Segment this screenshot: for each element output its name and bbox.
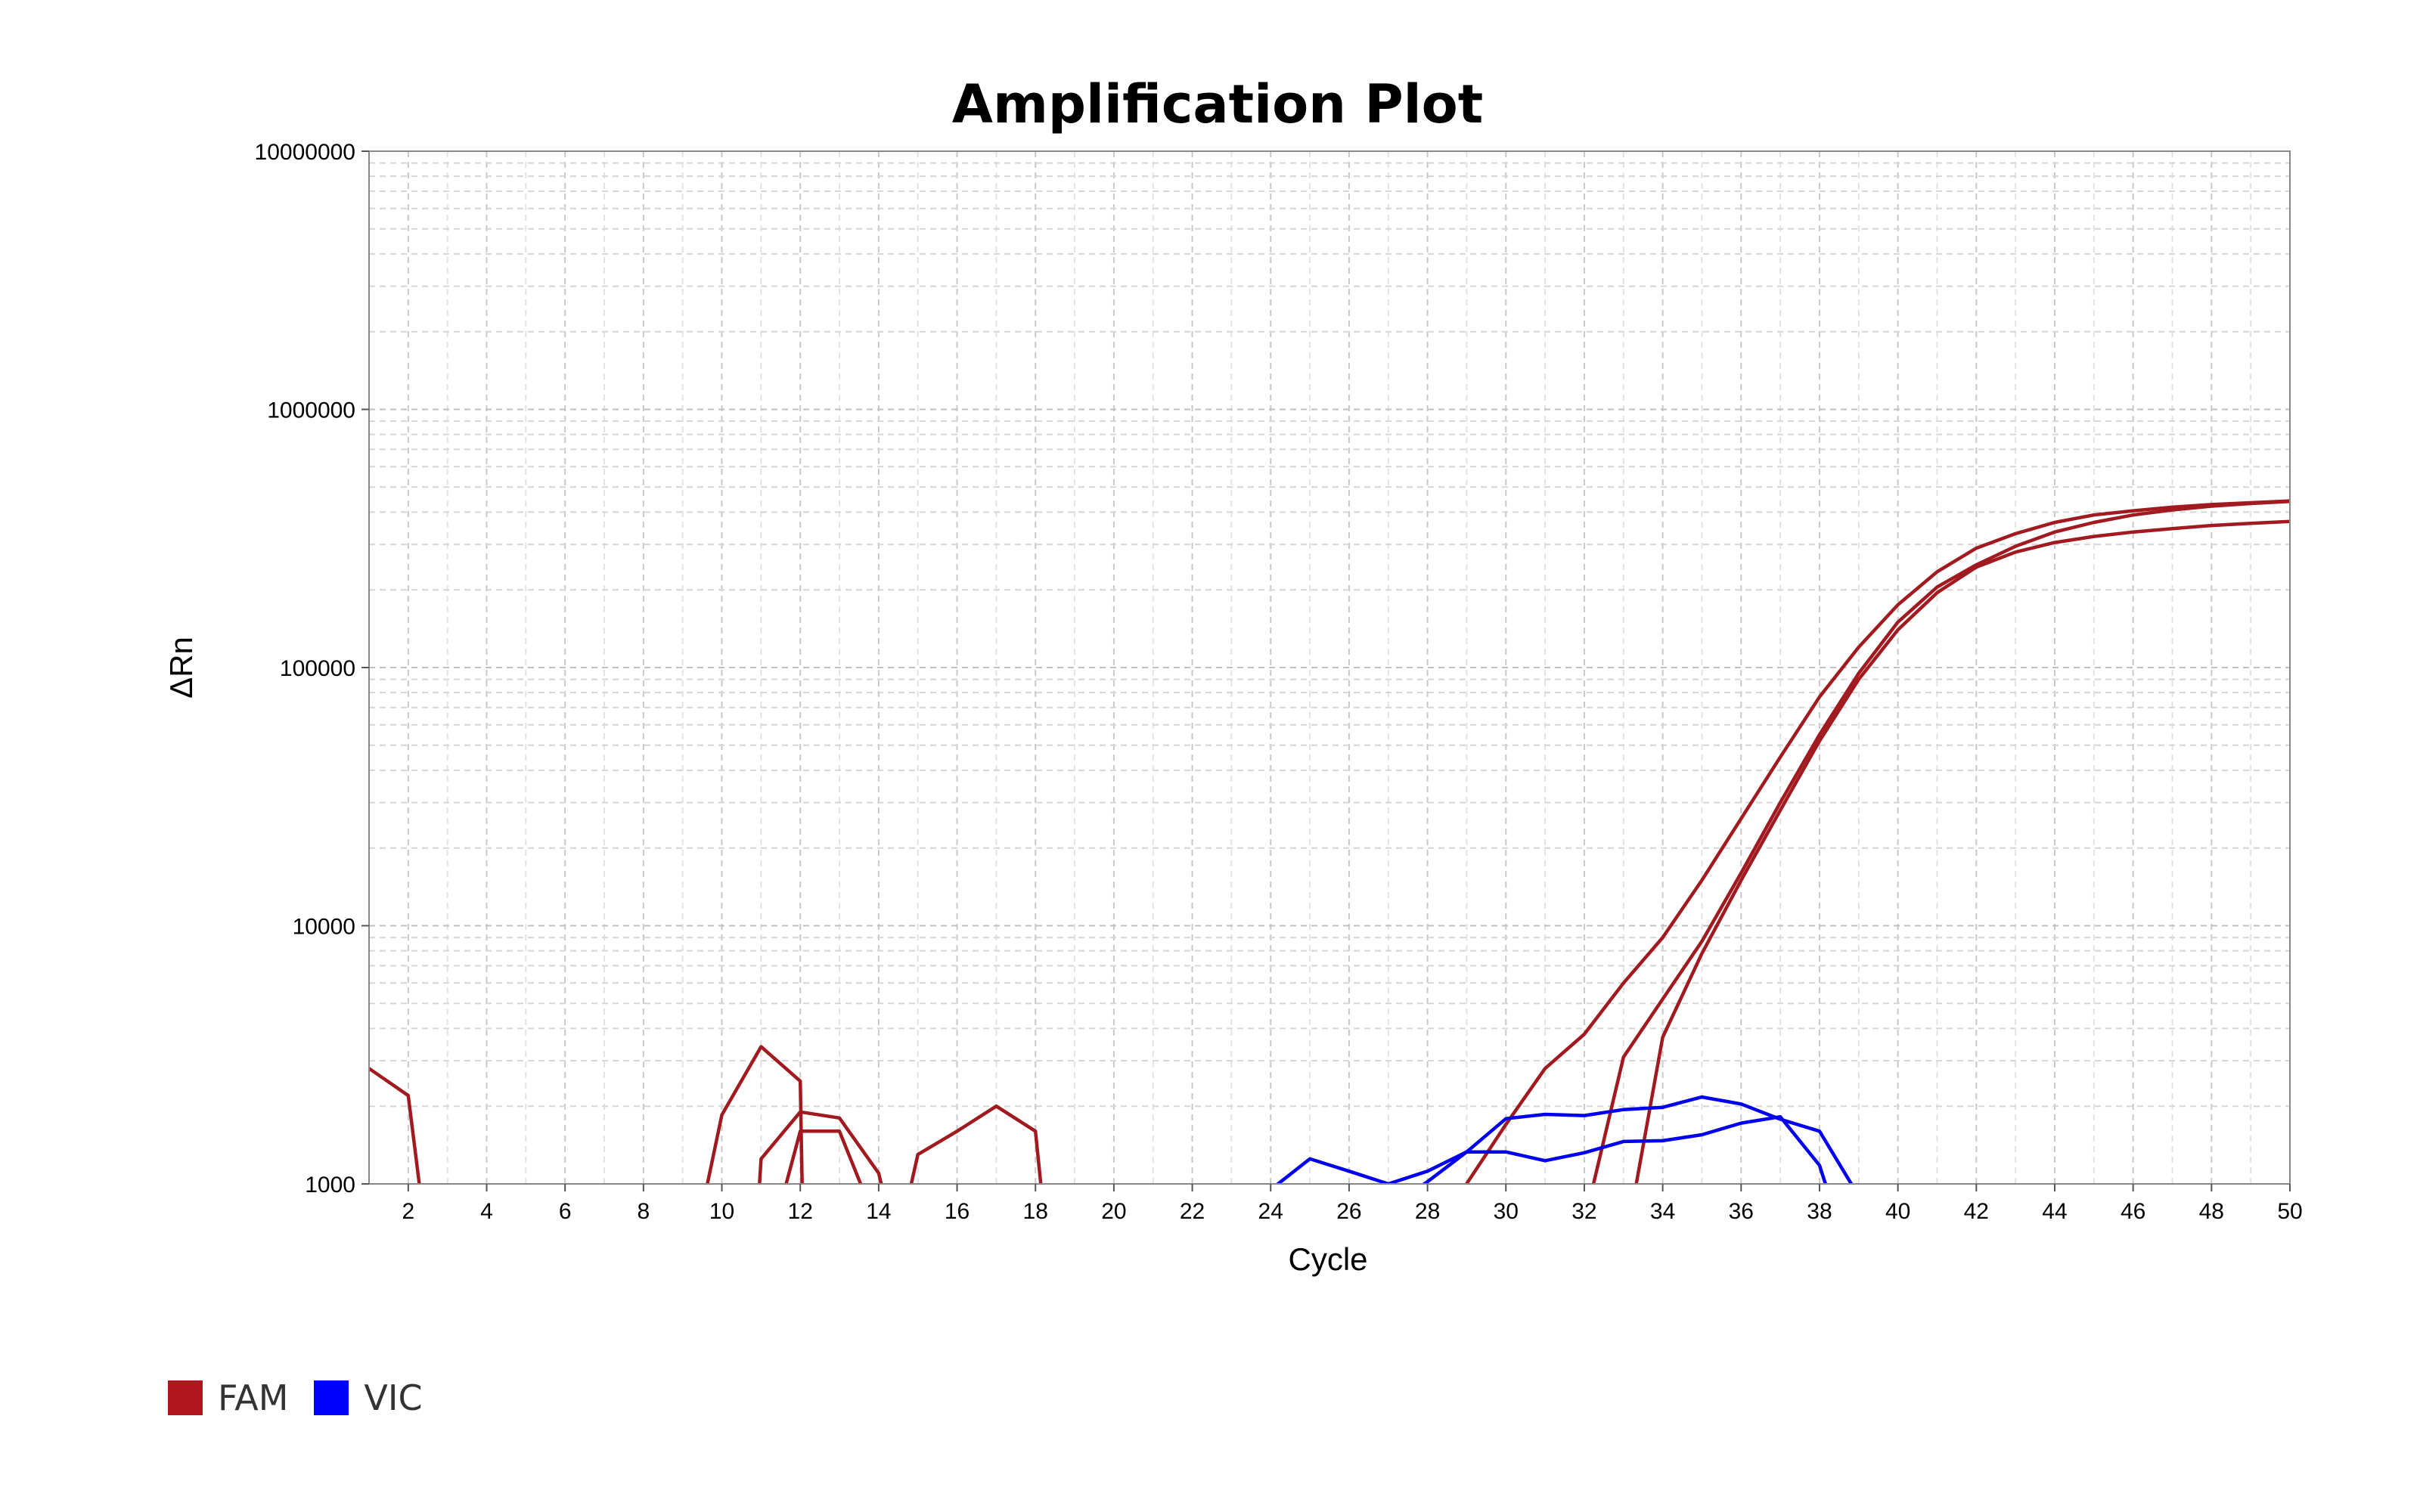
series-layer	[369, 499, 2290, 1184]
y-tick-label: 10000000	[255, 140, 355, 165]
vic-swatch	[314, 1380, 349, 1415]
y-axis-label: ΔRn	[163, 637, 199, 699]
y-tick-label: 100000	[280, 656, 355, 681]
series-line-fam	[784, 519, 2290, 1184]
x-tick-label: 40	[1885, 1199, 1910, 1224]
chart-title: Amplification Plot	[952, 73, 1483, 135]
y-tick-label: 10000	[293, 915, 355, 940]
x-tick-label: 4	[480, 1199, 493, 1224]
y-tick-label: 1000	[305, 1173, 355, 1198]
x-tick-label: 50	[2277, 1199, 2302, 1224]
x-tick-label: 16	[945, 1199, 970, 1224]
grid	[368, 150, 2291, 1185]
x-tick-label: 38	[1807, 1199, 1832, 1224]
x-tick-label: 30	[1494, 1199, 1519, 1224]
x-tick-label: 22	[1180, 1199, 1205, 1224]
x-tick-label: 42	[1964, 1199, 1989, 1224]
series-line-fam	[758, 500, 2290, 1184]
y-tick-label: 1000000	[267, 398, 355, 423]
x-tick-label: 32	[1571, 1199, 1596, 1224]
x-tick-label: 8	[638, 1199, 650, 1224]
series-line-vic	[1421, 1095, 1854, 1184]
x-tick-label: 10	[709, 1199, 734, 1224]
fam-swatch	[168, 1380, 203, 1415]
x-tick-label: 48	[2199, 1199, 2224, 1224]
x-tick-label: 24	[1258, 1199, 1283, 1224]
x-tick-label: 18	[1023, 1199, 1048, 1224]
legend-item-vic[interactable]: VIC	[314, 1377, 423, 1418]
x-tick-label: 46	[2121, 1199, 2145, 1224]
legend-label-fam: FAM	[218, 1377, 289, 1418]
x-tick-label: 28	[1415, 1199, 1440, 1224]
x-tick-label: 20	[1101, 1199, 1126, 1224]
x-tick-label: 26	[1336, 1199, 1361, 1224]
legend: FAM VIC	[168, 1377, 423, 1418]
x-tick-label: 34	[1650, 1199, 1675, 1224]
axes: 2 4 6 8 10 12 14 16 18 20 22 24 26 28 30 32 34 36 38 40 42 44…	[255, 140, 2303, 1224]
x-tick-label: 14	[866, 1199, 891, 1224]
legend-item-fam[interactable]: FAM	[168, 1377, 288, 1418]
x-tick-label: 2	[402, 1199, 414, 1224]
series-line-fam	[369, 499, 2290, 1184]
x-tick-label: 36	[1729, 1199, 1754, 1224]
series-line-vic	[1275, 1114, 1828, 1184]
x-tick-label: 6	[559, 1199, 572, 1224]
x-tick-label: 44	[2042, 1199, 2067, 1224]
legend-label-vic: VIC	[364, 1377, 423, 1418]
x-tick-label: 12	[788, 1199, 813, 1224]
x-axis-label: Cycle	[1288, 1241, 1367, 1277]
